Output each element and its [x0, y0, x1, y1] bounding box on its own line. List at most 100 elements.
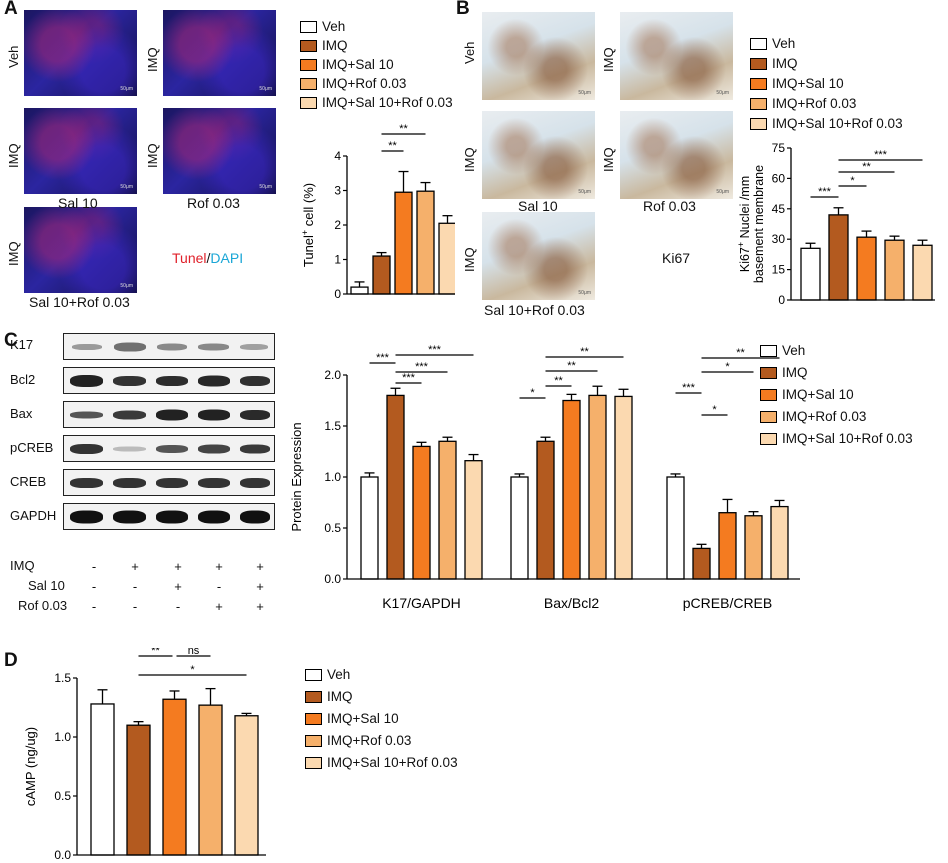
bar [614, 395, 633, 580]
treatment-sign: + [174, 579, 182, 594]
legend-swatch [760, 344, 777, 357]
treatment-sign: - [91, 579, 97, 594]
treatment-label-imq: IMQ [10, 558, 35, 573]
significance-label: ** [399, 123, 408, 135]
x-category-label: K17/GAPDH [382, 595, 461, 611]
legend-label: IMQ+Sal 10+Rof 0.03 [782, 431, 913, 446]
tunel-image-imq-sal: 50μm [24, 108, 137, 194]
scale-bar-label: 50μm [578, 290, 591, 296]
bar [416, 190, 435, 295]
legend-item: IMQ+Sal 10 [760, 387, 854, 402]
caption-sal: Sal 10 [518, 198, 558, 214]
bar [856, 236, 877, 301]
legend-label: IMQ+Sal 10 [772, 76, 844, 91]
legend-label: IMQ+Rof 0.03 [782, 409, 867, 424]
legend-item: IMQ+Rof 0.03 [305, 733, 411, 748]
significance-label: ** [567, 360, 576, 372]
legend-item: IMQ+Sal 10+Rof 0.03 [305, 755, 458, 770]
bar [438, 222, 455, 295]
stain-label: Tunel/DAPI [172, 250, 243, 266]
significance-label: * [850, 175, 855, 187]
legend-swatch [760, 388, 777, 401]
blot-label: pCREB [10, 440, 54, 455]
x-category-label: pCREB/CREB [683, 595, 772, 611]
bar [800, 247, 821, 301]
legend-item: IMQ+Sal 10 [750, 76, 844, 91]
significance-label: *** [415, 361, 429, 373]
y-axis-title-rest: Nuclei /mm [738, 176, 752, 242]
bar [718, 512, 737, 580]
significance-label: *** [376, 352, 390, 364]
panel-label-a: A [4, 0, 18, 19]
stain-ki67: Ki67 [662, 250, 691, 266]
caption-combo: Sal 10+Rof 0.03 [29, 294, 130, 310]
legend-label: IMQ+Sal 10+Rof 0.03 [322, 95, 453, 110]
legend-item: IMQ+Rof 0.03 [300, 76, 406, 91]
y-tick-label: 4 [334, 149, 341, 163]
y-tick-label: 3 [334, 184, 341, 198]
treatment-label-sal: Sal 10 [28, 578, 65, 593]
image-label-veh: Veh [462, 41, 477, 64]
legend-label: IMQ+Rof 0.03 [322, 76, 407, 91]
significance-label: ** [580, 346, 589, 358]
treatment-sign: - [132, 579, 138, 594]
legend-item: Veh [305, 667, 350, 682]
bar [912, 244, 933, 301]
legend-label: IMQ+Sal 10+Rof 0.03 [772, 116, 903, 131]
bar [588, 394, 607, 580]
bar [394, 191, 413, 295]
image-label-imq: IMQ [601, 147, 616, 172]
bar [162, 698, 187, 856]
significance-label: ns [188, 648, 200, 657]
blot-strip-gapdh [63, 503, 275, 530]
blot-label: GAPDH [10, 508, 57, 523]
y-tick-label: 1.0 [54, 730, 71, 744]
legend-label: IMQ [772, 56, 798, 71]
y-axis-title-main: Ki67 [738, 247, 752, 272]
scale-bar-label: 50μm [578, 189, 591, 195]
caption-rof: Rof 0.03 [643, 198, 696, 214]
legend-label: IMQ+Sal 10 [782, 387, 854, 402]
image-label-imq: IMQ [462, 247, 477, 272]
legend-item: IMQ [305, 689, 353, 704]
legend-swatch [305, 712, 322, 725]
treatment-sign: - [91, 559, 97, 574]
chart-camp: 0.0 0.5 1.0 1.5 ** ns * cAMP (ng/ug) [23, 648, 266, 862]
y-tick-label: 0.0 [54, 848, 71, 862]
legend-item: IMQ [300, 38, 348, 53]
y-axis-title-sup: + [736, 242, 746, 247]
ki67-image-imq-rof: 50μm [620, 111, 733, 199]
y-tick-label: 60 [772, 171, 786, 185]
blot-strip-pcreb [63, 435, 275, 462]
legend-item: IMQ+Rof 0.03 [750, 96, 856, 111]
y-tick-label: 2 [334, 218, 341, 232]
tunel-image-veh: 50μm [24, 10, 137, 96]
blot-label: CREB [10, 474, 47, 489]
ki67-image-imq: 50μm [620, 12, 733, 100]
scale-bar-label: 50μm [120, 283, 133, 289]
treatment-sign: - [91, 599, 97, 614]
significance-label: ** [554, 375, 563, 387]
blot-strip-bcl2 [63, 367, 275, 394]
bar [386, 394, 405, 580]
y-tick-label: 0.5 [324, 521, 341, 535]
caption-combo: Sal 10+Rof 0.03 [484, 302, 585, 318]
blot-label: K17 [10, 337, 34, 352]
legend-swatch [305, 668, 322, 681]
image-label-imq: IMQ [6, 241, 21, 266]
bar [770, 505, 789, 580]
legend-swatch [305, 756, 322, 769]
legend-swatch [750, 117, 767, 130]
legend-label: IMQ+Rof 0.03 [327, 733, 412, 748]
legend-item: Veh [760, 343, 805, 358]
legend-item: IMQ+Sal 10 [300, 57, 394, 72]
treatment-sign: - [132, 599, 138, 614]
legend-swatch [750, 37, 767, 50]
ki67-image-imq-sal: 50μm [482, 111, 595, 199]
scale-bar-label: 50μm [120, 86, 133, 92]
image-label-imq: IMQ [145, 143, 160, 168]
legend-label: IMQ [322, 38, 348, 53]
stain-dapi: DAPI [210, 250, 244, 266]
bar [350, 286, 369, 295]
